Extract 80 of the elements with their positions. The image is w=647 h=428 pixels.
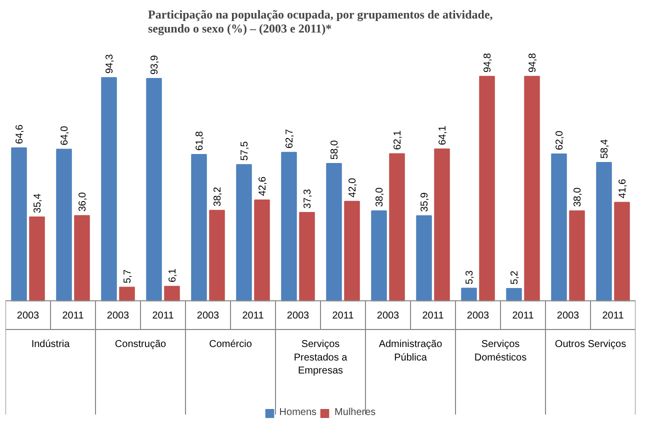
data-label: 64,6 (14, 124, 26, 144)
data-label: 5,7 (122, 269, 134, 284)
legend-label: Homens (279, 407, 317, 418)
data-label: 61,8 (194, 130, 206, 151)
data-label: 94,8 (482, 52, 494, 72)
data-label: 42,6 (258, 176, 268, 196)
x-tick-label: 2011 (602, 310, 624, 322)
data-label: 62,1 (392, 130, 404, 150)
data-label: 58,0 (330, 140, 340, 160)
bar (236, 164, 252, 302)
text: Construção (114, 339, 167, 350)
bar (434, 148, 450, 302)
bar (281, 152, 297, 302)
bar (371, 210, 387, 302)
x-tick-label: 2011 (152, 310, 174, 322)
bar (551, 154, 567, 302)
bar (56, 148, 72, 302)
text: Indústria (31, 339, 70, 350)
bar (524, 76, 540, 302)
data-label: 36,0 (78, 192, 88, 212)
data-label: 6,1 (168, 268, 178, 282)
x-tick-label: 2011 (62, 310, 84, 322)
x-tick-label: 2011 (332, 310, 354, 322)
data-label: 93,9 (150, 54, 160, 75)
bar (326, 163, 342, 302)
data-label: 62,7 (284, 128, 296, 148)
x-tick-label: 2003 (106, 310, 130, 322)
bar (11, 147, 27, 302)
x-tick-label: 2003 (376, 310, 400, 322)
data-label: 62,0 (554, 130, 566, 150)
text: Comércio (209, 339, 252, 350)
bar (164, 286, 180, 302)
data-label: 38,0 (572, 187, 584, 207)
bar (299, 212, 315, 302)
bar (479, 76, 495, 302)
text: Serviços Domésticos (474, 339, 527, 364)
bar (596, 162, 612, 302)
text: Outros Serviços (554, 339, 626, 350)
x-tick-label: 2003 (196, 310, 220, 322)
bar (101, 77, 117, 302)
text: Serviços Prestados a Empresas (294, 339, 348, 376)
x-tick-label: 2003 (466, 310, 490, 322)
x-tick-label: 2003 (16, 310, 40, 322)
data-label: 94,8 (528, 52, 538, 72)
text: Administração Pública (378, 339, 443, 364)
x-tick-label: 2011 (422, 310, 444, 322)
bar (29, 216, 45, 302)
bar (254, 199, 270, 302)
x-tick-label: 2011 (242, 310, 264, 322)
data-label: 94,3 (104, 54, 116, 74)
bar (119, 286, 135, 302)
x-tick-label: 2003 (556, 310, 580, 322)
data-label: 57,5 (240, 140, 250, 161)
data-label: 58,4 (600, 138, 610, 159)
data-label: 35,9 (420, 192, 430, 212)
data-label: 37,3 (302, 188, 314, 209)
data-label: 41,6 (618, 178, 628, 198)
chart-title: Participação na população ocupada, por grupamentos de atividade, segundo o sexo (%) – (2003 e 2011)* (148, 8, 493, 36)
bar (506, 288, 522, 302)
bar (569, 210, 585, 302)
data-label: 42,0 (348, 178, 358, 198)
data-label: 35,4 (32, 193, 44, 214)
data-label: 5,2 (510, 270, 520, 285)
data-label: 38,0 (374, 187, 386, 207)
bar (74, 215, 90, 302)
x-tick-label: 2003 (286, 310, 310, 322)
data-label: 64,0 (60, 125, 70, 146)
x-tick-label: 2011 (512, 310, 534, 322)
data-label: 5,3 (464, 270, 476, 284)
bar (416, 215, 432, 302)
bar (191, 154, 207, 302)
data-label: 38,2 (212, 186, 224, 206)
legend-label: Mulheres (334, 407, 376, 418)
data-label: 64,1 (438, 125, 448, 146)
bar (146, 78, 162, 302)
bar (461, 288, 477, 302)
bar (614, 202, 630, 302)
bar (389, 153, 405, 302)
bar (209, 210, 225, 302)
bar (344, 200, 360, 302)
